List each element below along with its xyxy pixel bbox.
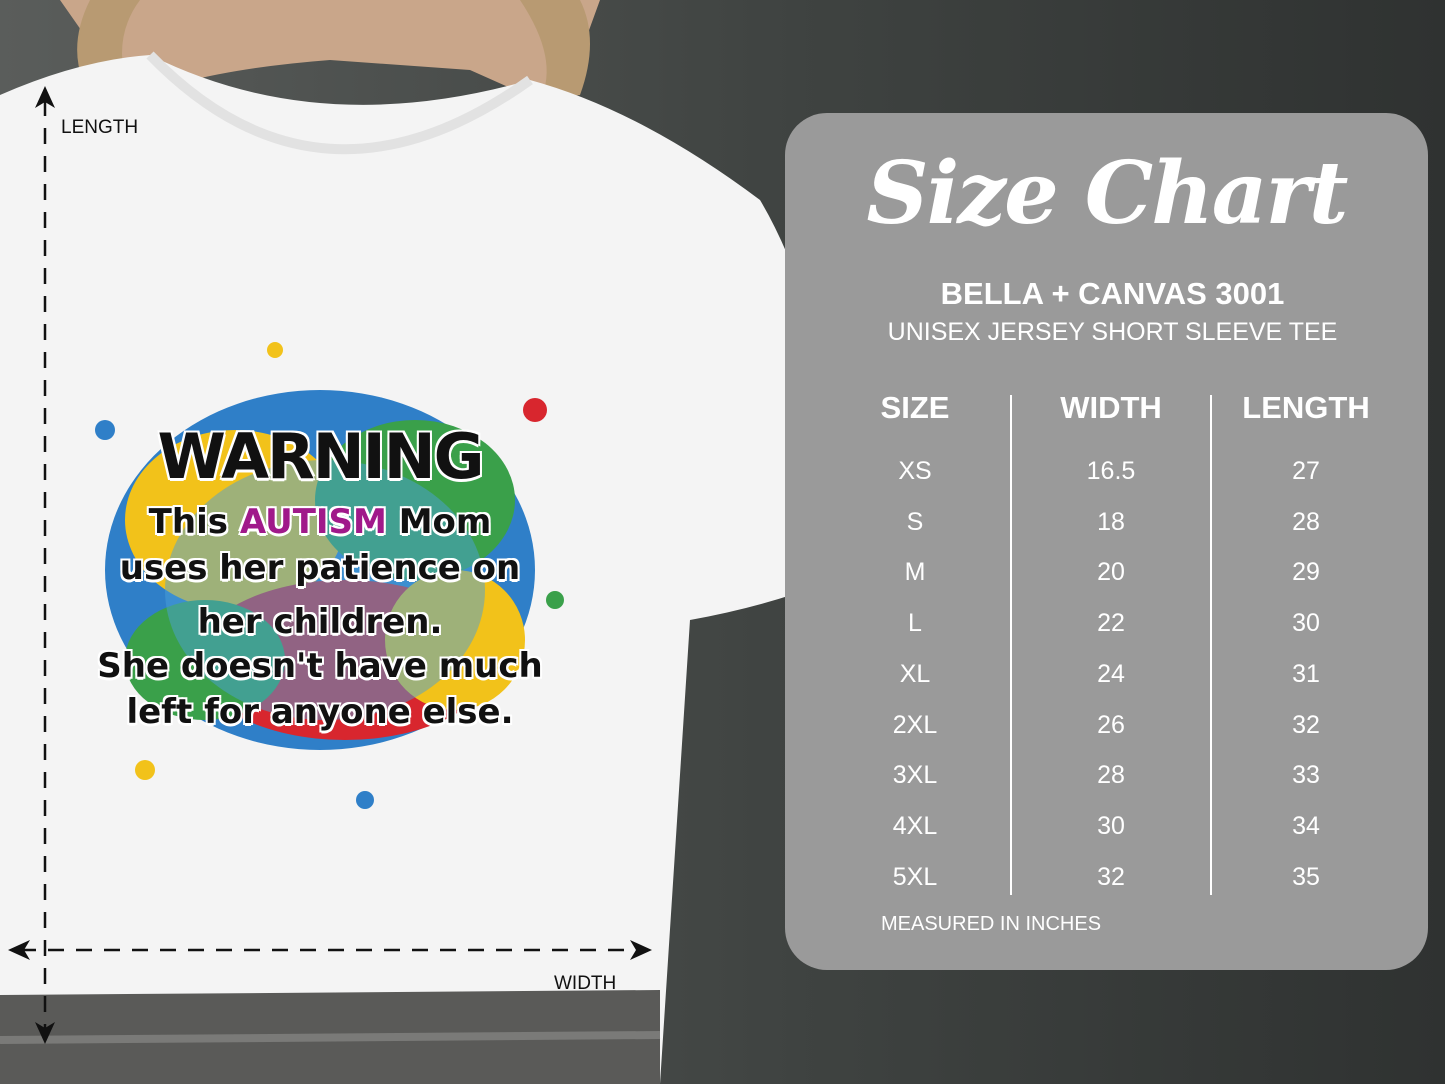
cell-size: XS [898, 457, 932, 485]
size-chart-panel: Size Chart BELLA + CANVAS 3001 UNISEX JE… [785, 113, 1428, 970]
cell-length: 34 [1292, 811, 1320, 840]
cell-width: 20 [1097, 558, 1125, 587]
length-label: LENGTH [61, 117, 139, 138]
cell-size: 5XL [892, 862, 938, 891]
print-line-5: She doesn't have much [97, 646, 543, 686]
header-width: WIDTH [1060, 390, 1162, 425]
cell-size: 3XL [892, 761, 938, 790]
cell-size: XL [899, 659, 931, 688]
cell-width: 28 [1097, 761, 1125, 790]
measurement-note: MEASURED IN INCHES [881, 913, 1102, 935]
shirt-graphic-print: WARNING This AUTISM Mom uses her patienc… [85, 340, 565, 820]
cell-size: 2XL [892, 710, 938, 739]
brand-model: BELLA + CANVAS 3001 [940, 276, 1285, 311]
cell-length: 33 [1292, 761, 1320, 790]
measurement-arrows [8, 86, 652, 1044]
cell-width: 22 [1097, 609, 1125, 638]
print-line-2: This AUTISM Mom [148, 502, 492, 542]
cell-width: 24 [1097, 659, 1125, 688]
size-chart-title: Size Chart [866, 143, 1348, 244]
width-label: WIDTH [554, 973, 617, 994]
cell-length: 31 [1292, 659, 1320, 688]
cell-width: 32 [1097, 862, 1125, 891]
header-length: LENGTH [1242, 390, 1370, 425]
cell-size: S [906, 507, 924, 536]
cell-size: M [904, 558, 926, 587]
cell-length: 28 [1292, 507, 1320, 536]
column-divider [1210, 395, 1212, 895]
cell-length: 30 [1292, 609, 1320, 638]
cell-width: 16.5 [1086, 457, 1136, 485]
print-line-warning: WARNING [157, 420, 484, 493]
product-name: UNISEX JERSEY SHORT SLEEVE TEE [887, 318, 1338, 346]
cell-length: 35 [1292, 862, 1320, 891]
cell-size: L [908, 609, 922, 638]
cell-width: 26 [1097, 710, 1125, 739]
cell-length: 32 [1292, 710, 1320, 739]
print-line-3: uses her patience on [119, 548, 521, 588]
print-line-6: left for anyone else. [126, 692, 514, 732]
paint-splash-puzzle-art [95, 342, 564, 809]
print-line-4: her children. [197, 602, 443, 642]
cell-width: 18 [1097, 507, 1125, 536]
cell-width: 30 [1097, 811, 1125, 840]
cell-size: 4XL [892, 811, 938, 840]
header-size: SIZE [880, 390, 950, 425]
cell-length: 27 [1292, 457, 1320, 485]
cell-length: 29 [1292, 558, 1320, 587]
column-divider [1010, 395, 1012, 895]
